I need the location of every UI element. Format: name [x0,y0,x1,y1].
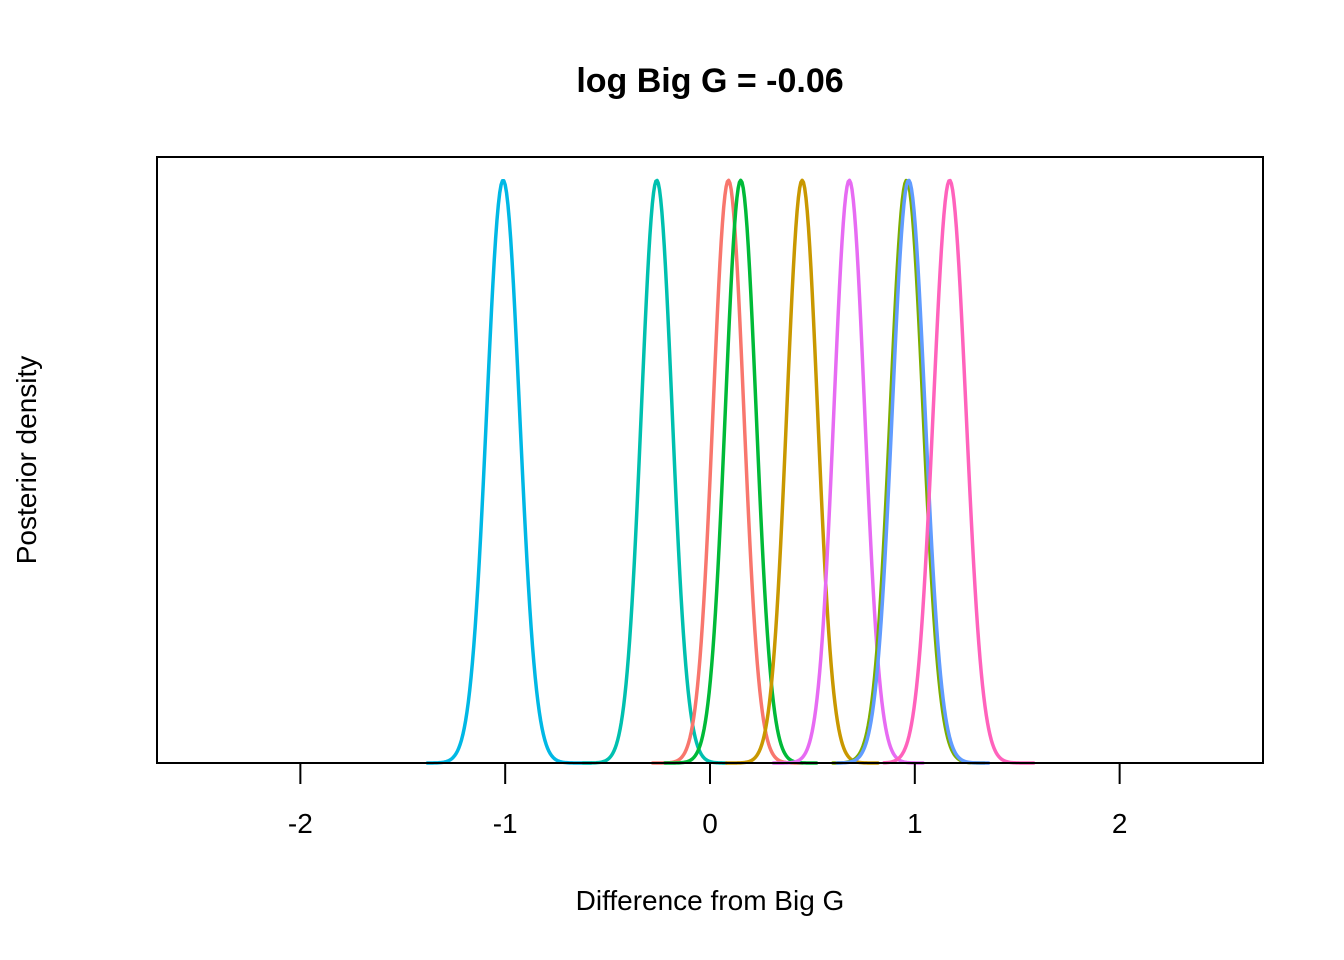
x-tick-label: -2 [288,808,313,839]
density-curve-8 [835,178,991,765]
density-curve-3 [650,178,804,765]
density-curves [425,178,1036,765]
density-curve-9 [882,178,1036,765]
density-curve-4 [663,178,819,765]
x-axis-label: Difference from Big G [576,885,845,916]
chart-title: log Big G = -0.06 [576,62,843,100]
density-curve-1 [425,179,593,765]
x-tick-label: 0 [702,808,718,839]
y-axis-label: Posterior density [11,356,42,565]
x-tick-label: 1 [907,808,923,839]
x-tick-label: -1 [493,808,518,839]
density-curve-2 [581,178,729,765]
x-tick-label: 2 [1112,808,1128,839]
density-curve-7 [831,178,987,765]
x-axis: -2 -1 0 1 2 [288,762,1128,839]
